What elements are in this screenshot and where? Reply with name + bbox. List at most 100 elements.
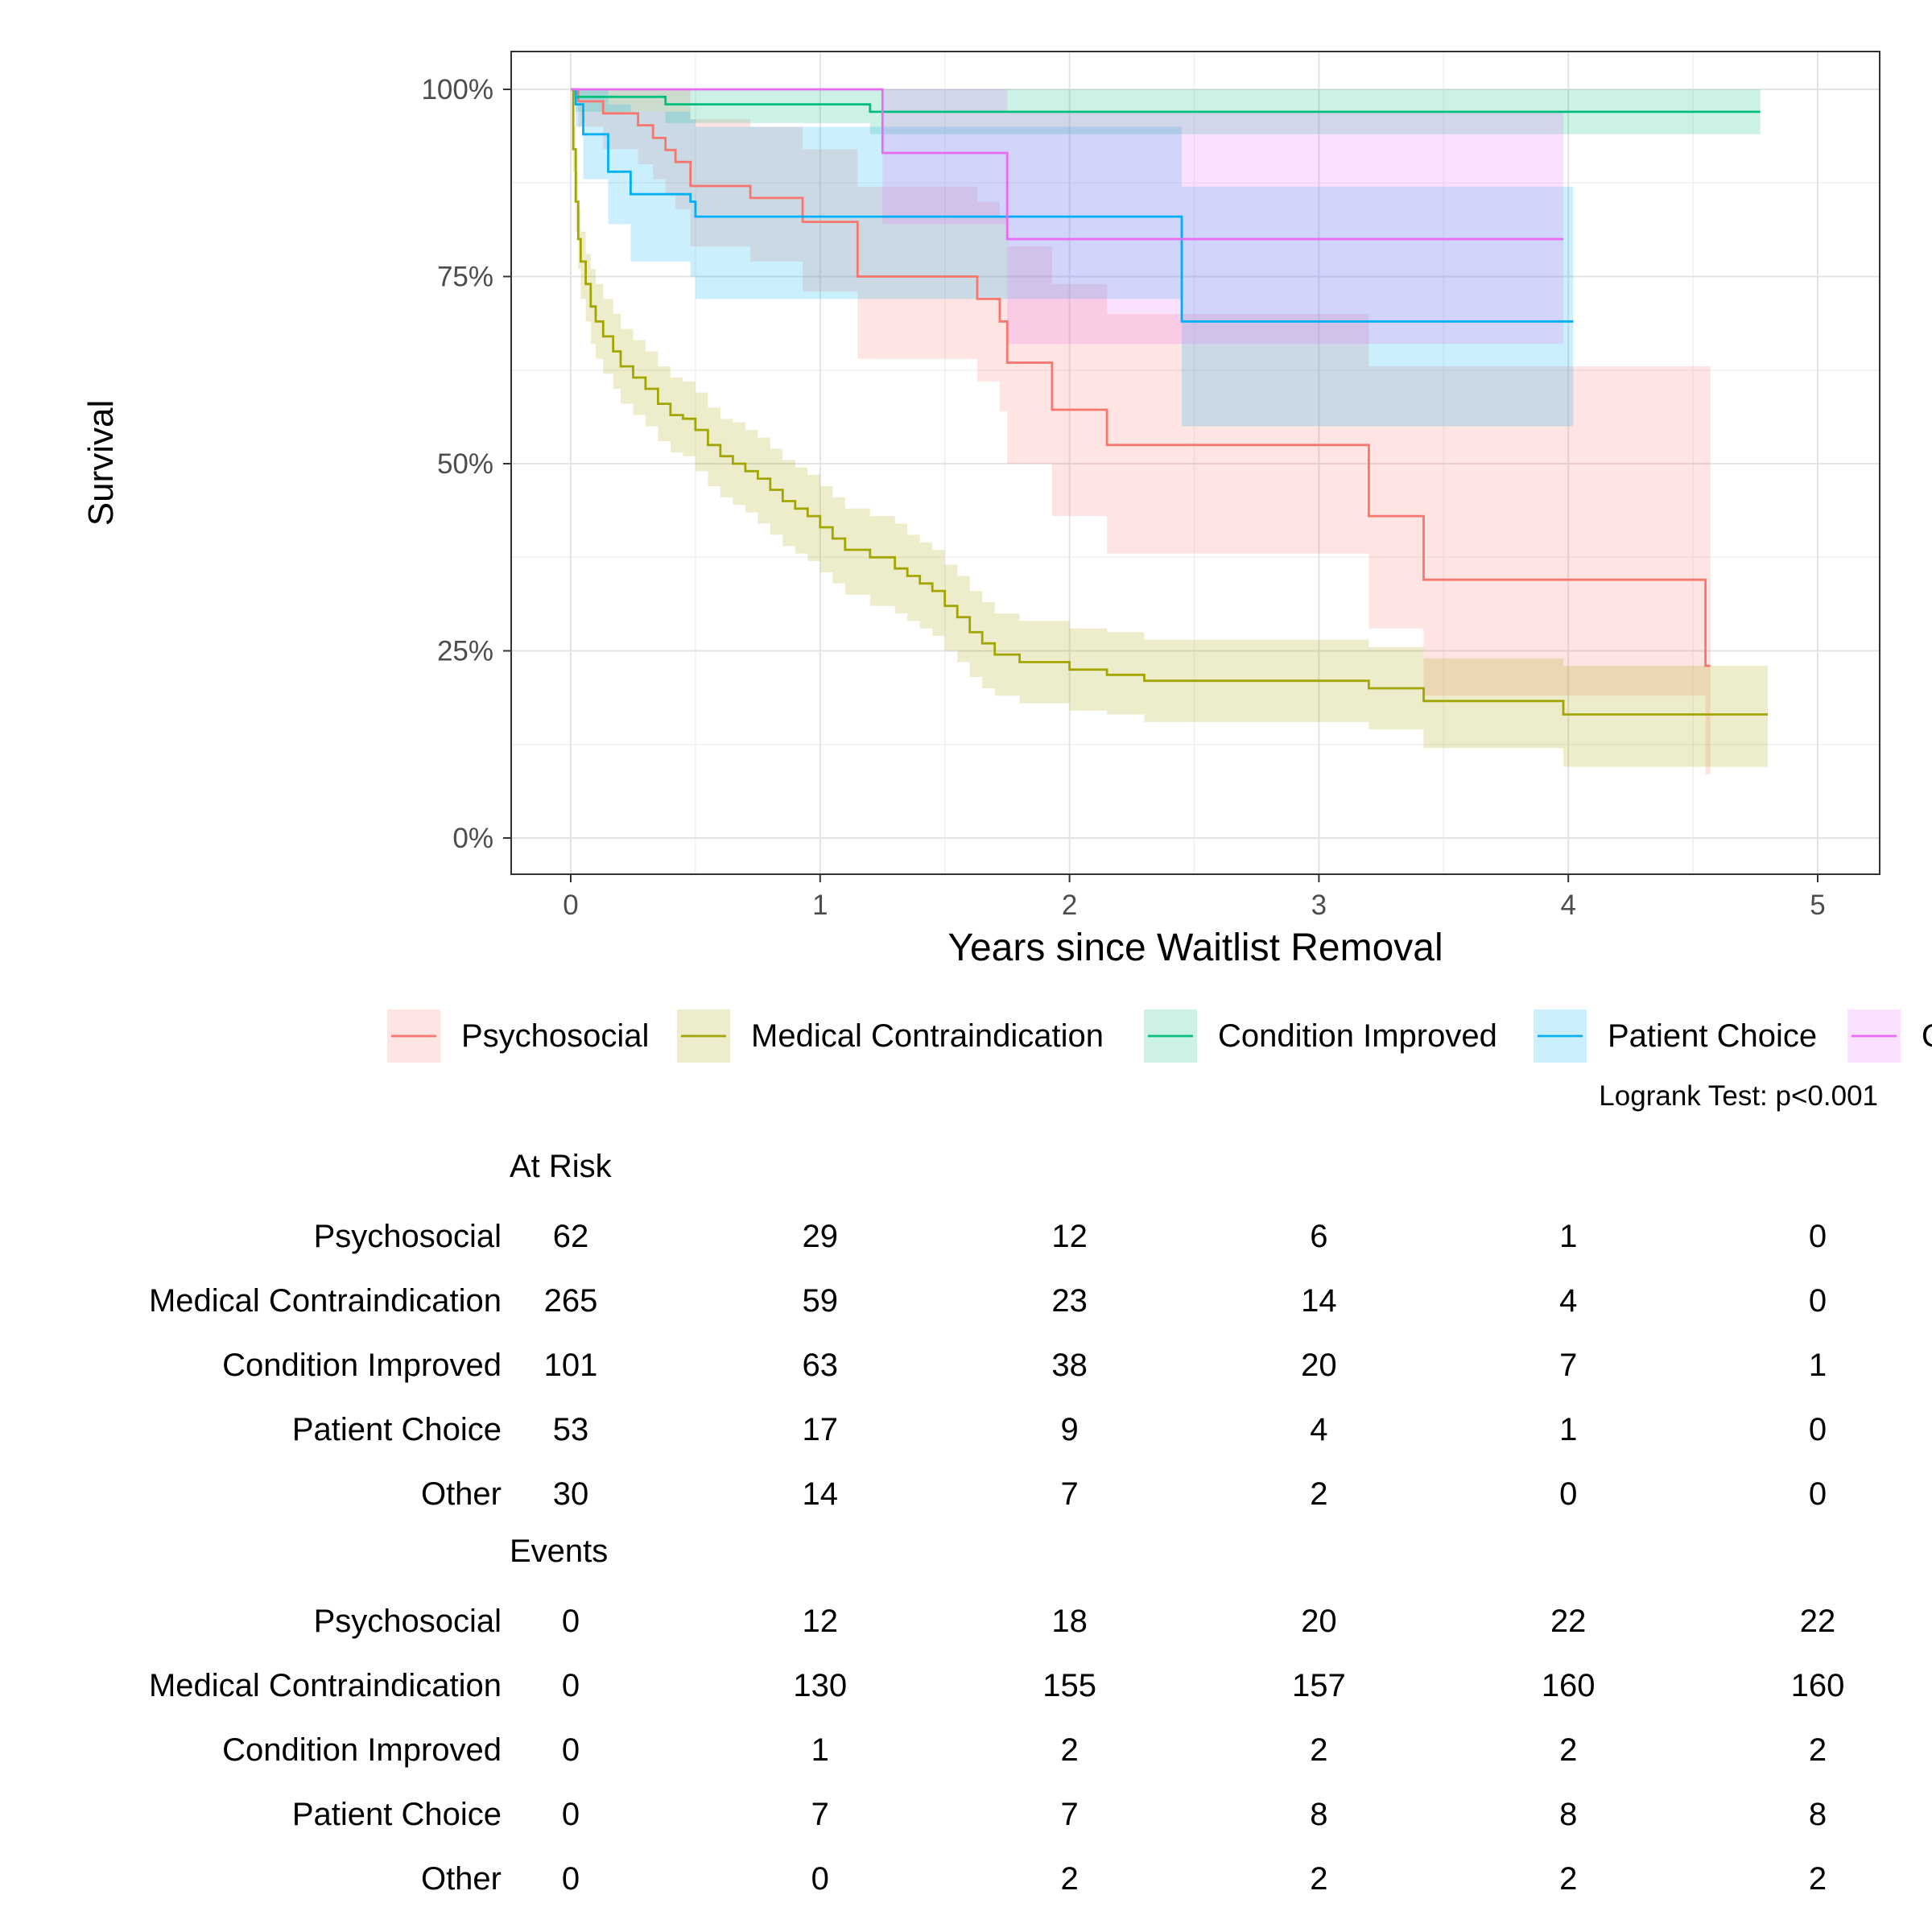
table-cell: 63	[803, 1348, 839, 1383]
table-cell: 0	[562, 1797, 580, 1832]
table-cell: 6	[1310, 1219, 1327, 1254]
legend-label: O	[1922, 1018, 1932, 1054]
table-cell: 23	[1051, 1283, 1088, 1319]
table-cell: 8	[1809, 1797, 1827, 1832]
table-cell: 160	[1542, 1668, 1596, 1703]
table-row-label: Condition Improved	[222, 1348, 502, 1383]
table-row-label: Medical Contraindication	[149, 1668, 502, 1703]
table-cell: 0	[562, 1732, 580, 1768]
survival-curve-0	[571, 88, 1711, 667]
risk-table-title: At Risk	[510, 1149, 613, 1184]
table-cell: 0	[811, 1861, 829, 1897]
table-cell: 22	[1550, 1604, 1587, 1639]
table-cell: 14	[803, 1476, 839, 1512]
table-cell: 7	[811, 1797, 829, 1832]
table-row-label: Medical Contraindication	[149, 1283, 502, 1319]
table-cell: 2	[1310, 1732, 1327, 1768]
y-tick-label: 100%	[421, 74, 493, 105]
table-cell: 2	[1809, 1861, 1827, 1897]
table-row-label: Other	[421, 1476, 502, 1512]
survival-curve-4	[571, 88, 1563, 241]
table-cell: 0	[562, 1604, 580, 1639]
confidence-band-0	[571, 89, 1711, 774]
table-cell: 0	[562, 1861, 580, 1897]
logrank-annotation: Logrank Test: p<0.001	[1599, 1080, 1878, 1112]
table-cell: 160	[1791, 1668, 1845, 1703]
table-row-label: Patient Choice	[292, 1412, 502, 1447]
table-cell: 30	[553, 1476, 589, 1512]
y-tick-label: 0%	[452, 823, 493, 854]
x-tick-label: 5	[1810, 890, 1825, 921]
x-axis-label: Years since Waitlist Removal	[947, 927, 1443, 969]
table-cell: 265	[544, 1283, 598, 1319]
table-cell: 18	[1051, 1604, 1088, 1639]
table-cell: 7	[1060, 1797, 1078, 1832]
confidence-band-3	[571, 89, 1574, 427]
table-cell: 2	[1310, 1476, 1327, 1512]
x-tick-label: 2	[1062, 890, 1077, 921]
table-cell: 1	[811, 1732, 829, 1768]
table-cell: 0	[1559, 1476, 1577, 1512]
table-cell: 7	[1060, 1476, 1078, 1512]
table-cell: 130	[793, 1668, 847, 1703]
table-cell: 8	[1310, 1797, 1327, 1832]
table-cell: 20	[1301, 1604, 1337, 1639]
table-cell: 101	[544, 1348, 598, 1383]
legend-label: Condition Improved	[1218, 1018, 1497, 1054]
table-cell: 12	[1051, 1219, 1088, 1254]
table-row-label: Condition Improved	[222, 1732, 502, 1768]
table-cell: 1	[1559, 1412, 1577, 1447]
table-cell: 17	[803, 1412, 839, 1447]
table-cell: 157	[1292, 1668, 1346, 1703]
table-cell: 2	[1809, 1732, 1827, 1768]
y-tick-label: 75%	[437, 262, 493, 293]
table-cell: 8	[1559, 1797, 1577, 1832]
events-table-title: Events	[510, 1534, 608, 1569]
legend-label: Psychosocial	[461, 1018, 649, 1054]
table-cell: 0	[1809, 1283, 1827, 1319]
table-cell: 14	[1301, 1283, 1337, 1319]
table-cell: 4	[1559, 1283, 1577, 1319]
table-cell: 0	[562, 1668, 580, 1703]
x-tick-label: 0	[563, 890, 578, 921]
table-cell: 62	[553, 1219, 589, 1254]
table-cell: 38	[1051, 1348, 1088, 1383]
table-cell: 4	[1310, 1412, 1327, 1447]
table-cell: 0	[1809, 1219, 1827, 1254]
table-cell: 53	[553, 1412, 589, 1447]
axes: 0 1 2 3 4 50%25%50%75%100%	[421, 74, 1825, 921]
y-tick-label: 25%	[437, 636, 493, 667]
table-row-label: Patient Choice	[292, 1797, 502, 1832]
table-cell: 1	[1559, 1219, 1577, 1254]
y-tick-label: 50%	[437, 448, 493, 480]
legend-label: Medical Contraindication	[751, 1018, 1104, 1054]
table-cell: 2	[1559, 1861, 1577, 1897]
table-cell: 0	[1809, 1412, 1827, 1447]
legend: Psychosocial Medical Contraindication Cond…	[387, 1009, 1932, 1063]
x-tick-label: 1	[812, 890, 828, 921]
table-cell: 2	[1060, 1861, 1078, 1897]
survival-curve-1	[571, 88, 1768, 716]
confidence-band-1	[571, 89, 1768, 767]
table-cell: 9	[1060, 1412, 1078, 1447]
table-cell: 59	[803, 1283, 839, 1319]
table-cell: 29	[803, 1219, 839, 1254]
survival-curves	[571, 88, 1768, 716]
table-cell: 2	[1060, 1732, 1078, 1768]
table-cell: 1	[1809, 1348, 1827, 1383]
table-cell: 20	[1301, 1348, 1337, 1383]
y-axis-label: Survival	[81, 400, 121, 526]
table-cell: 2	[1310, 1861, 1327, 1897]
table-row-label: Other	[421, 1861, 502, 1897]
table-row-label: Psychosocial	[314, 1219, 502, 1254]
table-cell: 2	[1559, 1732, 1577, 1768]
table-row-label: Psychosocial	[314, 1604, 502, 1639]
table-cell: 155	[1042, 1668, 1096, 1703]
table-cell: 0	[1809, 1476, 1827, 1512]
table-cell: 12	[803, 1604, 839, 1639]
table-cell: 22	[1800, 1604, 1836, 1639]
x-tick-label: 3	[1311, 890, 1327, 921]
